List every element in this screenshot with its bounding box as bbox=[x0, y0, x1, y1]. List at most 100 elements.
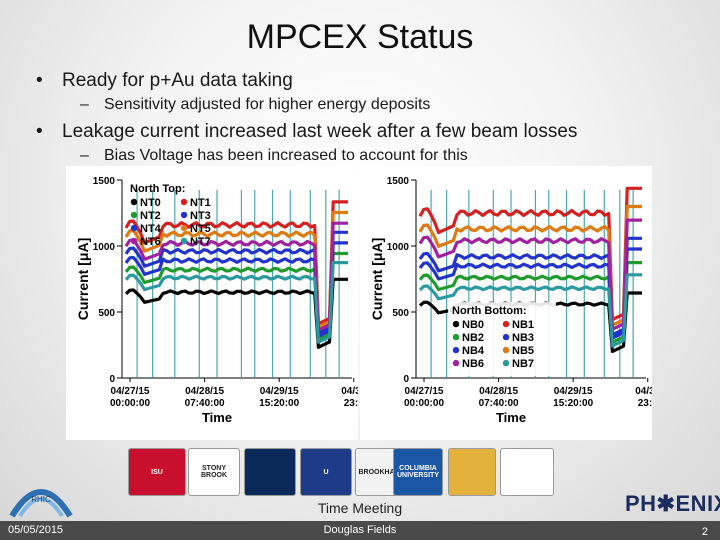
series-line-nb1 bbox=[418, 186, 642, 322]
legend-label-nb7: NB7 bbox=[512, 358, 534, 370]
maryland-flag-logo bbox=[448, 448, 496, 496]
legend-label-nb1: NB1 bbox=[512, 319, 534, 331]
bullet-1-text: Ready for p+Au data taking bbox=[62, 70, 293, 91]
legend-title: North Top: bbox=[130, 183, 185, 195]
sub-bullet-symbol: – bbox=[80, 147, 89, 164]
legend-marker-nt5 bbox=[180, 224, 188, 232]
legend-marker-nb5 bbox=[502, 346, 510, 354]
y-tick-label: 1000 bbox=[387, 242, 410, 253]
x-axis-label: Time bbox=[496, 410, 526, 425]
legend-marker-nt0 bbox=[130, 198, 138, 206]
legend-marker-nt6 bbox=[130, 237, 138, 245]
x-tick-label: 00:00:00 bbox=[110, 398, 150, 409]
x-tick-label: 04/29/15 bbox=[260, 386, 299, 397]
series-line-nb4 bbox=[418, 247, 642, 340]
sub-bullet-1-text: Sensitivity adjusted for higher energy d… bbox=[104, 96, 431, 113]
north-top-plot: 0 500 1000 1500 Current [μA] 04/27/15 00:00:00… bbox=[66, 166, 358, 440]
sub-bullet-2-text: Bias Voltage has been increased to accou… bbox=[104, 147, 468, 164]
legend-marker-nt7 bbox=[180, 237, 188, 245]
legend-marker-nt4 bbox=[130, 224, 138, 232]
legend-label-nt3: NT3 bbox=[190, 210, 211, 222]
y-tick-label: 0 bbox=[109, 374, 115, 385]
legend-label-nt1: NT1 bbox=[190, 197, 211, 209]
north-bottom-plot: 0 500 1000 1500 Current [μA] 04/27/15 00:00:00… bbox=[360, 166, 652, 440]
x-axis-label: Time bbox=[202, 410, 232, 425]
rhic-logo-text: RHIC bbox=[31, 495, 51, 504]
legend-label-nt0: NT0 bbox=[140, 197, 161, 209]
columbia-logo: COLUMBIA UNIVERSITY bbox=[393, 448, 443, 496]
legend-marker-nb4 bbox=[452, 346, 460, 354]
legend-marker-nb7 bbox=[502, 359, 510, 367]
legend-title: North Bottom: bbox=[452, 305, 527, 317]
legend-label-nb5: NB5 bbox=[512, 345, 534, 357]
x-tick-label: 15:20:00 bbox=[553, 398, 593, 409]
x-tick-label: 04/27/15 bbox=[405, 386, 444, 397]
y-tick-label: 500 bbox=[98, 308, 115, 319]
institution-logos: ISU STONY BROOK U BROOKHAVEN COLUMBIA UNIVER… bbox=[0, 448, 720, 496]
footer-bar bbox=[0, 521, 720, 540]
y-axis-label: Current [μA] bbox=[369, 238, 385, 320]
legend-label-nt5: NT5 bbox=[190, 223, 211, 235]
series-line-nb6 bbox=[418, 218, 642, 331]
meeting-label: Time Meeting bbox=[317, 500, 403, 516]
x-tick-label: 07:40:00 bbox=[479, 398, 519, 409]
x-tick-label: 23:0 bbox=[344, 398, 358, 409]
bullet-symbol: • bbox=[36, 121, 43, 142]
footer-author: Douglas Fields bbox=[323, 524, 397, 536]
university-crest-logo bbox=[244, 448, 296, 496]
sub-bullet-1: – Sensitivity adjusted for higher energy … bbox=[80, 96, 430, 114]
y-axis-label: Current [μA] bbox=[75, 238, 91, 320]
legend-label-nt7: NT7 bbox=[190, 236, 211, 248]
sub-bullet-2: – Bias Voltage has been increased to acco… bbox=[80, 147, 468, 165]
legend-label-nb4: NB4 bbox=[462, 345, 485, 357]
legend-marker-nt1 bbox=[180, 198, 188, 206]
bullet-symbol: • bbox=[36, 70, 43, 91]
legend-box bbox=[448, 302, 556, 377]
y-tick-label: 0 bbox=[403, 374, 409, 385]
stony-brook-logo: STONY BROOK bbox=[188, 448, 240, 496]
x-tick-label: 23:0 bbox=[638, 398, 652, 409]
legend-label-nt6: NT6 bbox=[140, 236, 161, 248]
legend-label-nb0: NB0 bbox=[462, 319, 484, 331]
legend-label-nb2: NB2 bbox=[462, 332, 484, 344]
series-line-nt0 bbox=[124, 277, 348, 349]
series-line-nt1 bbox=[124, 200, 348, 326]
x-tick-label: 04/28/15 bbox=[185, 386, 224, 397]
page-number: 2 bbox=[701, 526, 708, 538]
x-tick-label: 04/30 bbox=[341, 386, 358, 397]
legend-marker-nb2 bbox=[452, 333, 460, 341]
series-line-nt4 bbox=[124, 241, 348, 338]
series-line-nt6 bbox=[124, 221, 348, 332]
legend-marker-nb0 bbox=[452, 320, 460, 328]
iowa-state-logo: ISU bbox=[128, 448, 186, 496]
series-line-nt3 bbox=[124, 230, 348, 335]
x-tick-label: 04/28/15 bbox=[479, 386, 518, 397]
series-line-nb7 bbox=[418, 273, 642, 348]
legend-label-nb6: NB6 bbox=[462, 358, 484, 370]
crest-logo-2 bbox=[500, 448, 554, 496]
series-line-nb5 bbox=[418, 204, 642, 327]
x-tick-label: 15:20:00 bbox=[259, 398, 299, 409]
legend-label-nt2: NT2 bbox=[140, 210, 161, 222]
slide-title: MPCEX Status bbox=[246, 18, 474, 56]
legend-marker-nb1 bbox=[502, 320, 510, 328]
series-line-nt5 bbox=[124, 210, 348, 329]
north-bottom-chart: 0 500 1000 1500 Current [μA] 04/27/1500:00:00… bbox=[369, 176, 652, 425]
x-tick-label: 04/27/15 bbox=[111, 386, 150, 397]
ut-knoxville-logo: U bbox=[300, 448, 352, 496]
north-top-chart: 0 500 1000 1500 Current [μA] 04/27/1500:00:00… bbox=[75, 176, 358, 425]
x-tick-label: 04/30 bbox=[635, 386, 652, 397]
series-line-nb2 bbox=[418, 261, 642, 344]
x-tick-label: 04/29/15 bbox=[554, 386, 593, 397]
sub-bullet-symbol: – bbox=[80, 96, 89, 113]
y-tick-label: 500 bbox=[392, 308, 409, 319]
legend-marker-nt2 bbox=[130, 211, 138, 219]
rhic-logo: RHIC bbox=[9, 489, 73, 518]
bullet-2-text: Leakage current increased last week afte… bbox=[62, 121, 578, 142]
series-line-nt7 bbox=[124, 261, 348, 344]
y-tick-label: 1000 bbox=[93, 242, 116, 253]
legend-marker-nb3 bbox=[502, 333, 510, 341]
phenix-logo: PH✱ENIX bbox=[625, 491, 720, 516]
y-tick-label: 1500 bbox=[93, 176, 116, 187]
legend-marker-nb6 bbox=[452, 359, 460, 367]
